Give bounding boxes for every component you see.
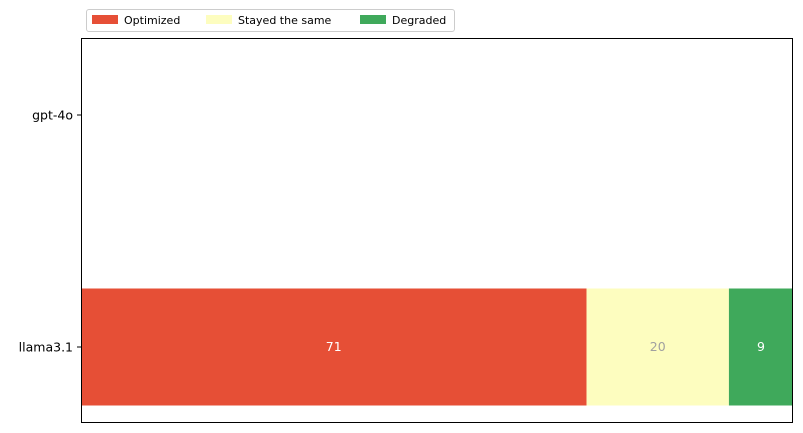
bars-layer [81,288,793,406]
legend-label-stayed-the-same: Stayed the same [238,14,332,27]
legend-label-optimized: Optimized [124,14,180,27]
y-tick-label-gpt-4o: gpt-4o [32,108,73,123]
bar-value-label-llama3-1-optimized: 71 [326,339,342,354]
legend: Optimized Stayed the same Degraded [86,9,455,32]
bar-llama3-1-stayed-the-same [586,288,729,406]
y-axis: gpt-4o llama3.1 [19,108,81,355]
plot-frame [81,38,793,423]
legend-swatch-degraded [360,15,386,24]
legend-swatch-optimized [92,15,118,24]
bar-value-label-llama3-1-degraded: 9 [757,339,765,354]
bar-llama3-1-degraded [728,288,793,406]
legend-label-degraded: Degraded [392,14,446,27]
y-tick-label-llama3-1: llama3.1 [19,340,73,355]
bar-llama3-1-optimized [81,288,587,406]
bar-value-labels: 71 20 9 [326,339,765,354]
bar-value-label-llama3-1-stayed-the-same: 20 [650,339,666,354]
legend-swatch-stayed-the-same [206,15,232,24]
